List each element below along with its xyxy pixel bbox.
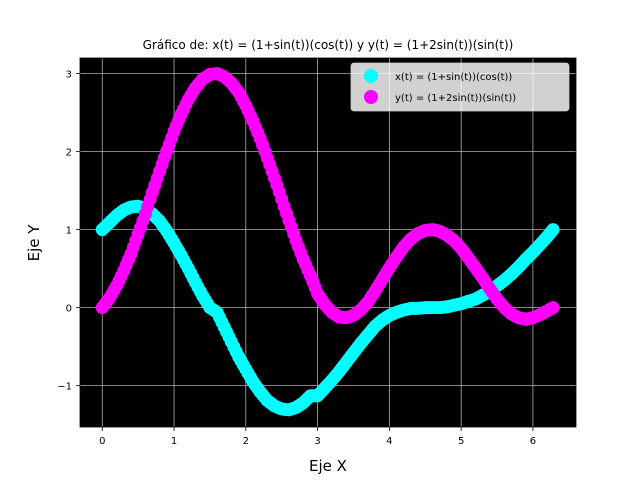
legend-box bbox=[350, 62, 570, 112]
y-tick-label: 0 bbox=[66, 304, 72, 315]
series-2 bbox=[95, 67, 560, 326]
y-tick-label: 2 bbox=[66, 148, 72, 159]
x-tick-label: 5 bbox=[458, 436, 464, 447]
y-tick-label: 3 bbox=[66, 70, 72, 81]
x-tick-label: 0 bbox=[99, 436, 105, 447]
x-tick-label: 2 bbox=[243, 436, 249, 447]
chart-title: Gráfico de: x(t) = (1+sin(t))(cos(t)) y … bbox=[143, 38, 514, 52]
x-tick-label: 1 bbox=[171, 436, 177, 447]
plot-area bbox=[80, 58, 576, 427]
legend-label: y(t) = (1+2sin(t))(sin(t)) bbox=[395, 93, 516, 104]
y-tick-label: −1 bbox=[57, 382, 72, 393]
legend-marker bbox=[364, 90, 378, 104]
data-point bbox=[546, 301, 560, 315]
y-tick-label: 1 bbox=[66, 226, 72, 237]
y-axis-label: Eje Y bbox=[25, 224, 43, 262]
legend-label: x(t) = (1+sin(t))(cos(t)) bbox=[395, 72, 512, 83]
plot-background bbox=[80, 58, 576, 427]
axes-frame bbox=[79, 57, 577, 428]
x-tick-label: 6 bbox=[530, 436, 536, 447]
axes: 0 1 2 3 4 5 6 −1 0 1 2 3 bbox=[57, 57, 577, 447]
series-layer bbox=[95, 67, 560, 417]
x-axis-label: Eje X bbox=[309, 457, 347, 475]
x-tick-label: 3 bbox=[314, 436, 320, 447]
legend: x(t) = (1+sin(t))(cos(t)) y(t) = (1+2sin(… bbox=[350, 62, 570, 112]
data-point bbox=[546, 223, 560, 237]
series-1 bbox=[95, 199, 560, 417]
x-tick-label: 4 bbox=[386, 436, 392, 447]
legend-marker bbox=[364, 69, 378, 83]
